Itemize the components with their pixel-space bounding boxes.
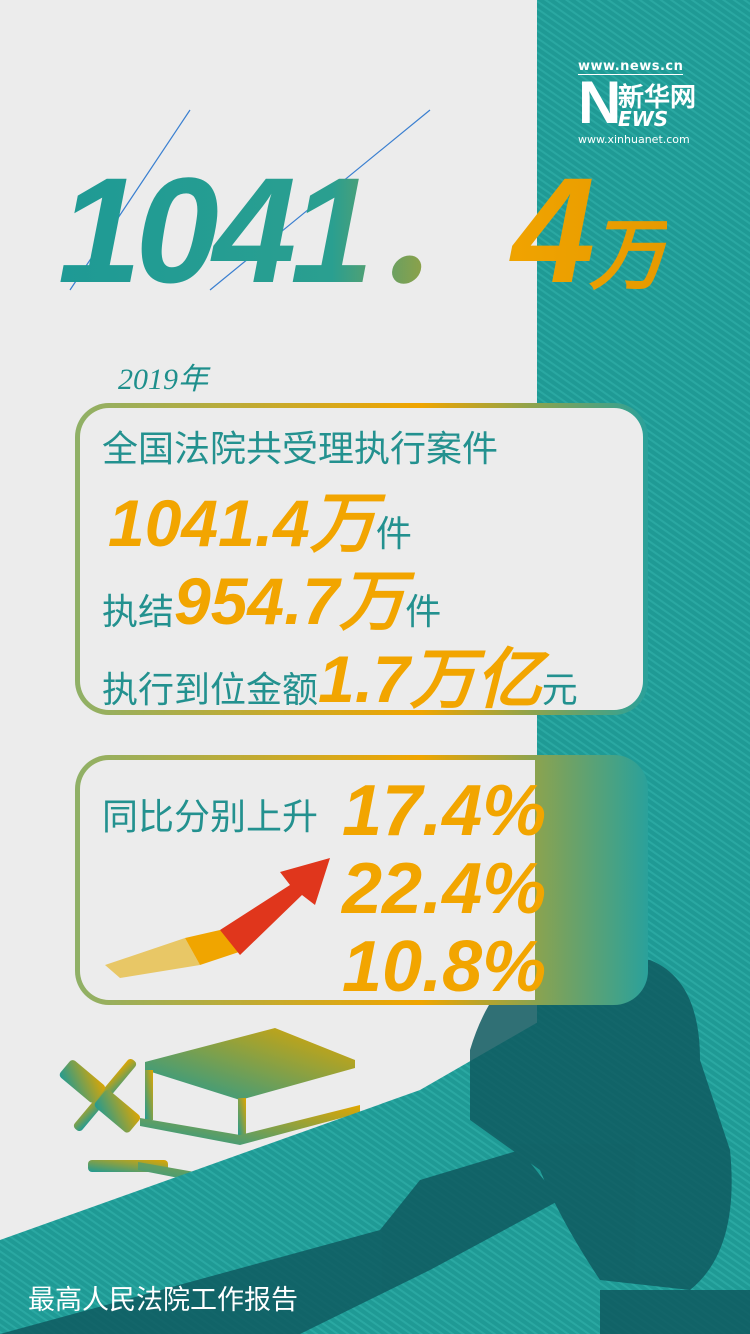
logo-url-bottom: www.xinhuanet.com [578, 133, 690, 146]
year-label: 2019年 [118, 363, 208, 396]
cases-closed-unit: 件 [405, 592, 442, 633]
amount-row: 执行到位金额1.7万亿元 [102, 626, 578, 722]
rising-arrow-icon [105, 858, 330, 978]
growth-amount: 10.8% [342, 927, 547, 1007]
cases-accepted-value: 1041.4万 [108, 486, 376, 560]
cases-closed-row: 执结954.7万件 [102, 548, 441, 644]
logo-url-top: www.news.cn [578, 59, 684, 75]
logo-ews: EWS [618, 107, 669, 131]
decor-line [69, 109, 191, 291]
headline-number: 1041．4万 [58, 150, 667, 335]
large-gavel-silhouette [0, 954, 750, 1334]
amount-unit: 元 [541, 670, 578, 711]
cases-accepted-row: 1041.4万件 [108, 470, 412, 566]
decor-line [209, 109, 431, 291]
cases-accepted-unit: 件 [375, 514, 412, 555]
amount-value: 1.7万亿 [318, 642, 542, 716]
headline-unit: 万 [589, 211, 668, 299]
footer-caption: 最高人民法院工作报告 [28, 1285, 298, 1316]
cases-closed-label: 执结 [102, 592, 175, 633]
stats-box-growth: 同比分别上升 17.4% 22.4% 10.8% [75, 755, 648, 1007]
headline-value: 1041．4 [58, 146, 590, 314]
gavel-icon [59, 1058, 168, 1172]
cases-accepted-label: 全国法院共受理执行案件 [102, 429, 499, 470]
logo-name: 新华网 [618, 83, 697, 113]
logo-letter-n: N [578, 69, 622, 136]
cases-closed-value: 954.7万 [174, 564, 406, 638]
growth-cases-closed: 22.4% [342, 849, 547, 929]
xinhua-news-logo: www.news.cn N 新华网 EWS www.xinhuanet.com [578, 55, 728, 146]
stats-box-cases: 全国法院共受理执行案件 1041.4万件 执结954.7万件 执行到位金额1.7… [75, 403, 648, 716]
growth-label: 同比分别上升 [102, 797, 319, 838]
growth-cases-accepted: 17.4% [342, 771, 547, 851]
amount-label: 执行到位金额 [102, 670, 319, 711]
